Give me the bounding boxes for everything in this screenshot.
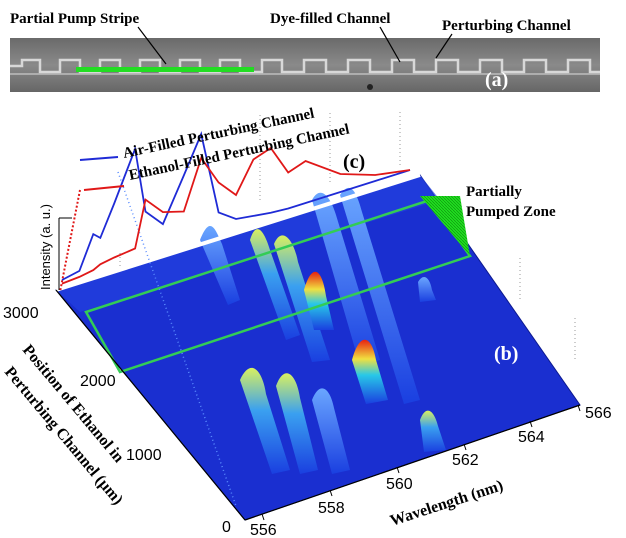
legend-air-swatch xyxy=(79,156,119,161)
air-spectrum-line xyxy=(61,131,411,281)
x-tick-556: 556 xyxy=(250,522,277,538)
y-tick-3000: 3000 xyxy=(3,305,39,322)
pump-stripe-label: Partial Pump Stripe xyxy=(10,11,139,27)
ridge-8 xyxy=(312,388,350,474)
ridge-hot-1 xyxy=(304,271,334,330)
x-tick-562: 562 xyxy=(452,452,479,469)
ridge-9 xyxy=(420,410,446,452)
ridge-10 xyxy=(418,276,436,302)
pump-stripe xyxy=(76,67,254,72)
surface-peaks xyxy=(200,187,446,474)
legend-ethanol-swatch xyxy=(83,185,125,191)
y-axis-line xyxy=(55,289,246,521)
perturbing-channel-leader xyxy=(435,33,453,59)
ridge-2 xyxy=(250,229,300,340)
ridge-hot-2 xyxy=(352,339,388,404)
y-ticks: 3000 2000 1000 0 xyxy=(3,305,231,536)
ridge-1 xyxy=(200,225,240,305)
panel-b: Partially Pumped Zone 556 558 560 562 56… xyxy=(1,112,612,538)
dye-channel-label: Dye-filled Channel xyxy=(270,11,390,27)
ridge-3 xyxy=(274,235,330,362)
ethanol-spectrum-line xyxy=(61,146,411,285)
y-tick-2000: 2000 xyxy=(80,373,116,390)
ridge-4 xyxy=(312,192,380,366)
x-tick-558: 558 xyxy=(318,500,345,517)
surface-top-edge xyxy=(55,173,421,292)
panel-a: Partial Pump Stripe Dye-filled Channel P… xyxy=(10,11,600,92)
x-tick-560: 560 xyxy=(386,476,413,493)
ridge-6 xyxy=(240,367,290,474)
zone-label-line1: Partially xyxy=(466,184,522,200)
y-tick-0: 0 xyxy=(222,519,231,536)
ridge-5 xyxy=(340,187,420,404)
pump-stripe-leader xyxy=(137,26,167,65)
x-tick-566: 566 xyxy=(585,405,612,422)
debris-dot xyxy=(367,84,373,90)
perturbing-channel-label: Perturbing Channel xyxy=(442,18,571,34)
x-ticks: 556 558 560 562 564 566 xyxy=(250,404,612,538)
ridge-7 xyxy=(276,373,318,474)
panel-b-label: (b) xyxy=(494,343,518,365)
serpentine-channel xyxy=(10,58,600,74)
dye-channel-leader xyxy=(379,26,401,63)
pumped-zone-marker xyxy=(420,196,470,256)
panel-a-label: (a) xyxy=(485,69,508,91)
x-tick-564: 564 xyxy=(518,429,545,446)
y-tick-1000: 1000 xyxy=(126,447,162,464)
ethanol-projection-line xyxy=(59,189,81,293)
zone-label-line2: Pumped Zone xyxy=(466,204,556,220)
surface-shade xyxy=(56,175,440,312)
x-axis-line xyxy=(244,404,581,521)
intensity-label: Intensity (a. u.) xyxy=(38,204,53,290)
panel-c-label: (c) xyxy=(343,151,365,173)
